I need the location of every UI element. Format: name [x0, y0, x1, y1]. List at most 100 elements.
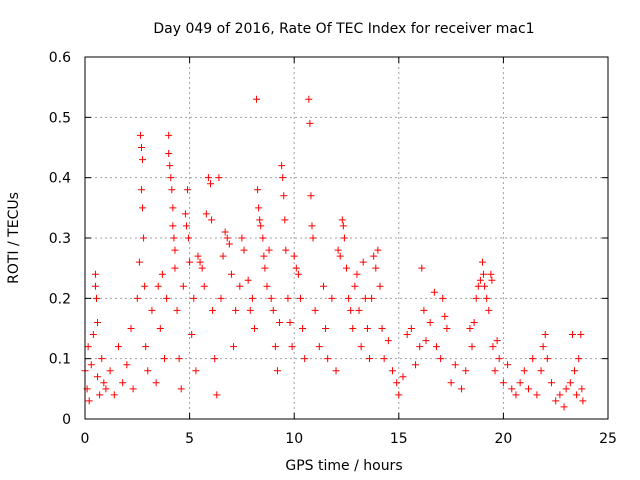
data-point — [94, 373, 102, 381]
data-point — [110, 391, 118, 399]
data-point — [533, 391, 541, 399]
data-point — [255, 204, 263, 212]
data-point — [209, 306, 217, 314]
data-point — [328, 294, 336, 302]
data-point — [276, 318, 284, 326]
data-point — [493, 337, 501, 345]
data-point — [529, 355, 537, 363]
data-point — [552, 397, 560, 405]
data-point — [198, 264, 206, 272]
data-point — [575, 355, 583, 363]
data-point — [443, 325, 451, 332]
data-point — [573, 391, 581, 399]
data-point — [137, 186, 145, 194]
data-point — [353, 270, 361, 278]
data-point — [393, 379, 401, 387]
data-point — [441, 312, 449, 320]
data-point — [481, 282, 489, 290]
data-point — [426, 318, 434, 326]
plot-frame — [84, 56, 609, 420]
data-point — [257, 222, 265, 230]
data-point — [361, 294, 369, 302]
data-point — [476, 276, 484, 284]
x-tick-label: 25 — [599, 431, 617, 447]
data-point — [560, 403, 568, 411]
data-point — [236, 282, 244, 290]
data-point — [336, 252, 344, 260]
data-point — [468, 343, 476, 351]
data-point — [466, 325, 474, 332]
data-point — [478, 258, 486, 266]
data-point — [261, 264, 269, 272]
data-point — [508, 385, 516, 393]
data-point — [579, 397, 587, 405]
data-point — [372, 264, 380, 272]
data-point — [288, 343, 296, 351]
data-point — [127, 325, 135, 332]
data-point — [256, 216, 264, 224]
data-point — [539, 343, 547, 351]
data-point — [152, 379, 160, 387]
data-point — [188, 331, 196, 339]
data-point — [418, 264, 426, 272]
data-point — [136, 131, 144, 139]
data-point — [119, 379, 127, 387]
data-point — [179, 282, 187, 290]
data-point — [163, 294, 171, 302]
data-point — [169, 204, 177, 212]
data-point — [292, 264, 300, 272]
data-point — [420, 306, 428, 314]
data-point — [91, 282, 99, 290]
data-point — [488, 276, 496, 284]
y-tick-label: 0.1 — [49, 352, 71, 368]
data-point — [271, 343, 279, 351]
data-point — [221, 228, 229, 236]
data-point — [548, 379, 556, 387]
data-point — [279, 174, 287, 182]
data-point — [246, 306, 254, 314]
data-point — [156, 325, 164, 332]
data-point — [280, 192, 288, 200]
data-point — [227, 270, 235, 278]
data-point — [537, 367, 545, 375]
data-point — [470, 318, 478, 326]
data-point — [173, 306, 181, 314]
data-point — [263, 282, 271, 290]
data-point — [499, 379, 507, 387]
data-point — [480, 270, 488, 278]
data-point — [213, 391, 221, 399]
data-point — [412, 361, 420, 369]
data-point — [165, 131, 173, 139]
data-point — [307, 192, 315, 200]
data-point — [100, 379, 108, 387]
data-point — [332, 367, 340, 375]
data-point — [217, 294, 225, 302]
chart-title: Day 049 of 2016, Rate Of TEC Index for r… — [153, 21, 534, 37]
data-point — [267, 294, 275, 302]
axis-ticks: 0 0.1 0.2 0.3 0.4 0.5 0.6 0 5 10 15 20 25 — [49, 50, 617, 447]
data-point — [253, 95, 261, 103]
data-point — [339, 222, 347, 230]
data-point — [181, 210, 189, 218]
data-point — [166, 162, 174, 170]
data-point — [200, 282, 208, 290]
data-point — [345, 294, 353, 302]
data-point — [158, 270, 166, 278]
data-point — [357, 343, 365, 351]
data-point — [140, 234, 148, 242]
data-point — [202, 210, 210, 218]
data-point — [368, 294, 376, 302]
x-tick-label: 5 — [185, 431, 194, 447]
data-point — [171, 264, 179, 272]
data-point — [568, 331, 576, 339]
data-point — [175, 355, 183, 363]
data-point — [260, 252, 268, 260]
data-point — [311, 306, 319, 314]
data-point — [370, 252, 378, 260]
data-point — [495, 355, 503, 363]
y-tick-label: 0 — [62, 412, 71, 428]
data-point — [562, 385, 570, 393]
data-point — [366, 355, 374, 363]
data-point — [376, 282, 384, 290]
